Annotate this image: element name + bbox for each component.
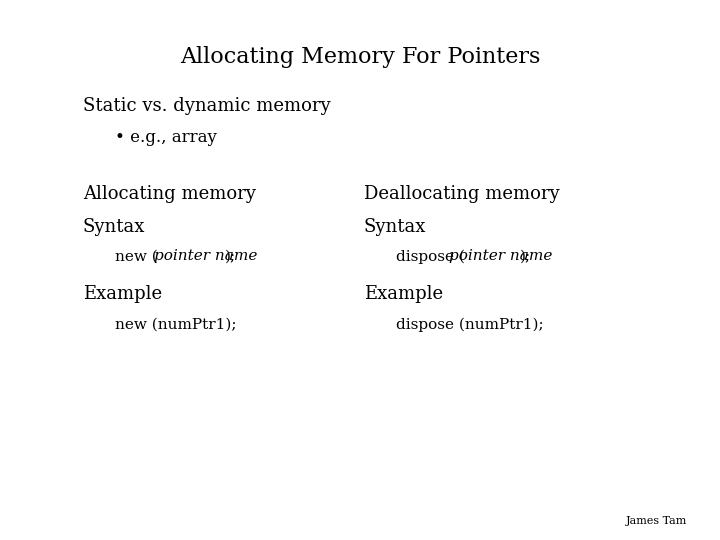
Text: Deallocating memory: Deallocating memory <box>364 185 559 202</box>
Text: );: ); <box>225 249 235 264</box>
Text: Example: Example <box>83 285 162 302</box>
Text: Allocating Memory For Pointers: Allocating Memory For Pointers <box>180 46 540 68</box>
Text: Static vs. dynamic memory: Static vs. dynamic memory <box>83 97 330 115</box>
Text: dispose (numPtr1);: dispose (numPtr1); <box>396 318 544 332</box>
Text: Syntax: Syntax <box>364 218 426 235</box>
Text: );: ); <box>520 249 531 264</box>
Text: dispose (: dispose ( <box>396 249 465 264</box>
Text: pointer name: pointer name <box>449 249 553 264</box>
Text: Example: Example <box>364 285 443 302</box>
Text: • e.g., array: • e.g., array <box>115 129 217 145</box>
Text: new (: new ( <box>115 249 158 264</box>
Text: Syntax: Syntax <box>83 218 145 235</box>
Text: Allocating memory: Allocating memory <box>83 185 256 202</box>
Text: pointer name: pointer name <box>154 249 258 264</box>
Text: James Tam: James Tam <box>626 516 688 526</box>
Text: new (numPtr1);: new (numPtr1); <box>115 318 237 332</box>
